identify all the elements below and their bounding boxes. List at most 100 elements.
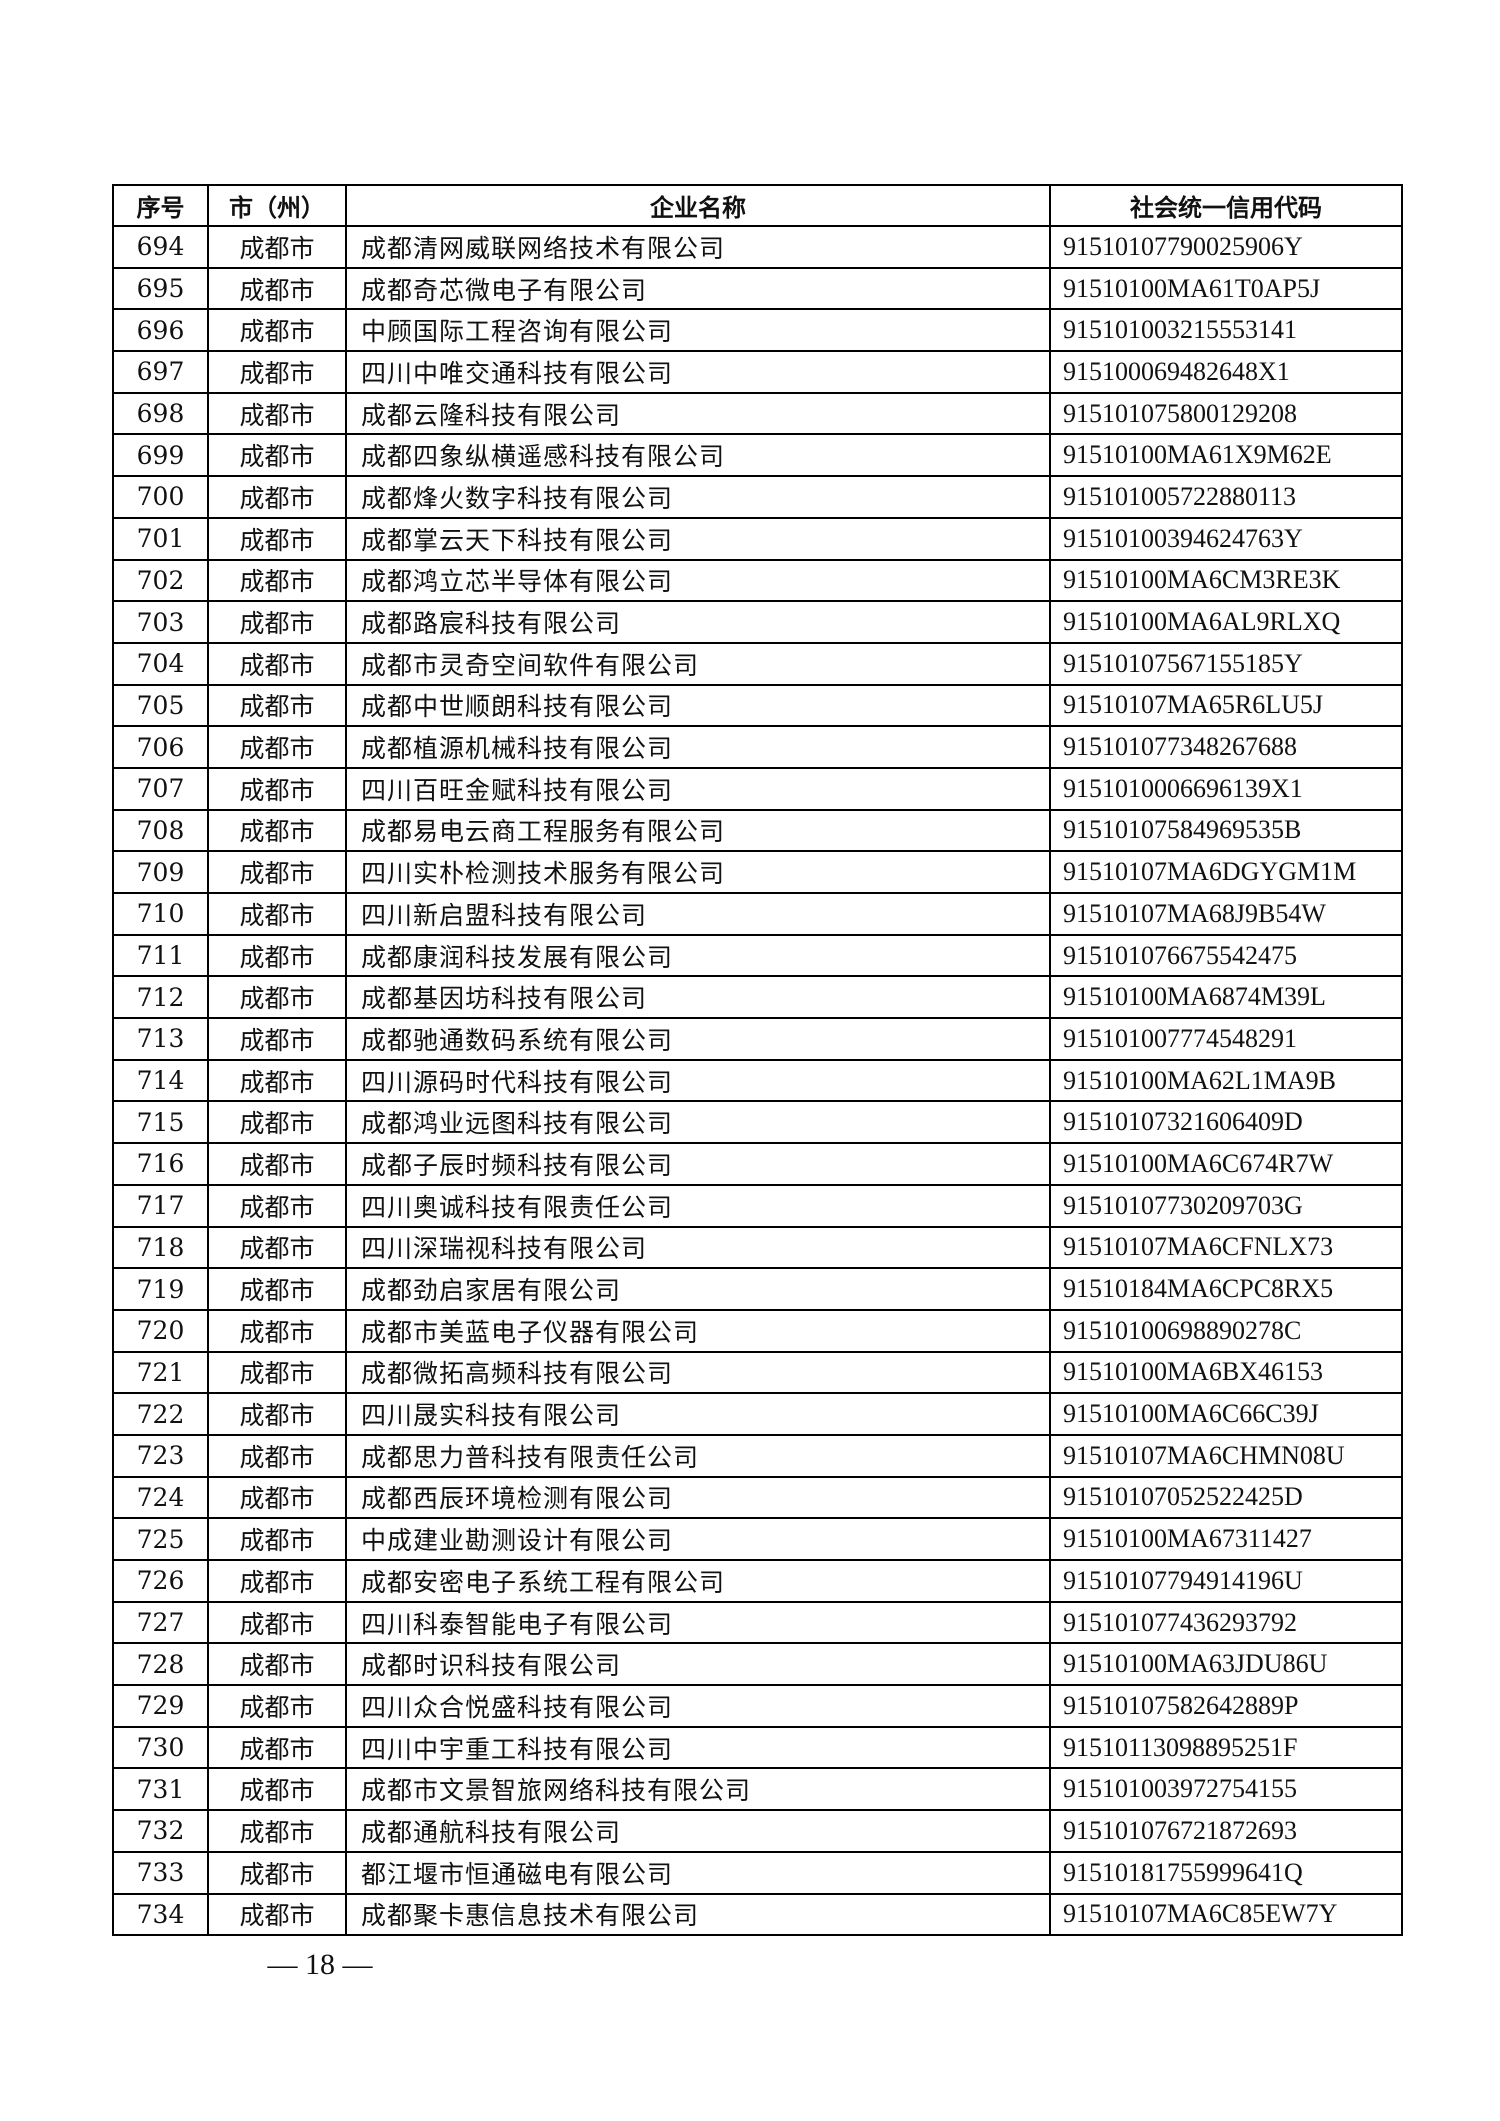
row-index: 699 <box>112 433 209 478</box>
row-credit-code: 91510107794914196U <box>1049 1559 1403 1603</box>
row-index: 704 <box>112 641 209 686</box>
table-header-row: 序号 市（州） 企业名称 社会统一信用代码 <box>112 184 1403 227</box>
row-credit-code: 91510107052522425D <box>1049 1475 1403 1520</box>
row-credit-code: 91510107MA6CHMN08U <box>1049 1433 1403 1478</box>
row-city: 成都市 <box>207 1100 347 1145</box>
row-company-name: 成都市文景智旅网络科技有限公司 <box>345 1767 1051 1812</box>
table-row: 714 成都市 四川源码时代科技有限公司 91510100MA62L1MA9B <box>112 1058 1403 1103</box>
row-city: 成都市 <box>207 350 347 394</box>
row-index: 730 <box>112 1725 209 1770</box>
row-company-name: 成都市美蓝电子仪器有限公司 <box>345 1308 1051 1353</box>
row-credit-code: 91510107584969535B <box>1049 808 1403 853</box>
row-city: 成都市 <box>207 808 347 853</box>
row-city: 成都市 <box>207 600 347 644</box>
row-city: 成都市 <box>207 1892 347 1937</box>
row-city: 成都市 <box>207 892 347 936</box>
row-company-name: 四川科泰智能电子有限公司 <box>345 1600 1051 1645</box>
row-city: 成都市 <box>207 1767 347 1812</box>
row-index: 708 <box>112 808 209 853</box>
row-city: 成都市 <box>207 516 347 561</box>
table-row: 704 成都市 成都市灵奇空间软件有限公司 91510107567155185Y <box>112 641 1403 686</box>
row-index: 720 <box>112 1308 209 1353</box>
row-index: 695 <box>112 266 209 311</box>
row-company-name: 成都中世顺朗科技有限公司 <box>345 683 1051 728</box>
row-city: 成都市 <box>207 1308 347 1353</box>
table-row: 725 成都市 中成建业勘测设计有限公司 91510100MA67311427 <box>112 1517 1403 1561</box>
row-city: 成都市 <box>207 641 347 686</box>
row-company-name: 成都子辰时频科技有限公司 <box>345 1142 1051 1186</box>
row-index: 710 <box>112 892 209 936</box>
row-city: 成都市 <box>207 433 347 478</box>
row-company-name: 四川新启盟科技有限公司 <box>345 892 1051 936</box>
table-row: 709 成都市 四川实朴检测技术服务有限公司 91510107MA6DGYGM1M <box>112 850 1403 894</box>
row-company-name: 成都市灵奇空间软件有限公司 <box>345 641 1051 686</box>
row-index: 714 <box>112 1058 209 1103</box>
table-row: 719 成都市 成都劲启家居有限公司 91510184MA6CPC8RX5 <box>112 1267 1403 1311</box>
row-company-name: 四川众合悦盛科技有限公司 <box>345 1684 1051 1728</box>
row-credit-code: 91510100MA6C674R7W <box>1049 1142 1403 1186</box>
row-city: 成都市 <box>207 975 347 1020</box>
table-row: 721 成都市 成都微拓高频科技有限公司 91510100MA6BX46153 <box>112 1350 1403 1395</box>
row-credit-code: 91510107MA6C85EW7Y <box>1049 1892 1403 1937</box>
row-credit-code: 9151010006696139X1 <box>1049 766 1403 811</box>
row-credit-code: 91510107567155185Y <box>1049 641 1403 686</box>
row-city: 成都市 <box>207 1600 347 1645</box>
table-row: 716 成都市 成都子辰时频科技有限公司 91510100MA6C674R7W <box>112 1142 1403 1186</box>
row-company-name: 四川中宇重工科技有限公司 <box>345 1725 1051 1770</box>
row-index: 734 <box>112 1892 209 1937</box>
row-city: 成都市 <box>207 1183 347 1228</box>
table-row: 727 成都市 四川科泰智能电子有限公司 915101077436293792 <box>112 1600 1403 1645</box>
row-credit-code: 91510181755999641Q <box>1049 1850 1403 1895</box>
row-company-name: 中顾国际工程咨询有限公司 <box>345 308 1051 353</box>
row-company-name: 成都易电云商工程服务有限公司 <box>345 808 1051 853</box>
row-index: 721 <box>112 1350 209 1395</box>
row-city: 成都市 <box>207 933 347 978</box>
row-credit-code: 91510100MA6AL9RLXQ <box>1049 600 1403 644</box>
row-index: 732 <box>112 1809 209 1853</box>
row-city: 成都市 <box>207 1392 347 1436</box>
row-index: 729 <box>112 1684 209 1728</box>
row-credit-code: 91510107MA6CFNLX73 <box>1049 1225 1403 1270</box>
row-company-name: 四川深瑞视科技有限公司 <box>345 1225 1051 1270</box>
row-city: 成都市 <box>207 683 347 728</box>
row-company-name: 成都四象纵横遥感科技有限公司 <box>345 433 1051 478</box>
table-row: 706 成都市 成都植源机械科技有限公司 915101077348267688 <box>112 725 1403 769</box>
row-credit-code: 915101075800129208 <box>1049 391 1403 436</box>
table-row: 700 成都市 成都烽火数字科技有限公司 915101005722880113 <box>112 475 1403 519</box>
row-credit-code: 91510100394624763Y <box>1049 516 1403 561</box>
row-credit-code: 91510100MA61X9M62E <box>1049 433 1403 478</box>
row-index: 727 <box>112 1600 209 1645</box>
row-credit-code: 91510100MA63JDU86U <box>1049 1642 1403 1687</box>
row-city: 成都市 <box>207 266 347 311</box>
row-index: 718 <box>112 1225 209 1270</box>
row-city: 成都市 <box>207 1142 347 1186</box>
row-company-name: 成都奇芯微电子有限公司 <box>345 266 1051 311</box>
row-credit-code: 915100069482648X1 <box>1049 350 1403 394</box>
enterprise-table: 序号 市（州） 企业名称 社会统一信用代码 694 成都市 成都清网威联网络技术有限… <box>112 184 1403 1937</box>
row-city: 成都市 <box>207 308 347 353</box>
table-row: 708 成都市 成都易电云商工程服务有限公司 91510107584969535B <box>112 808 1403 853</box>
table-row: 732 成都市 成都通航科技有限公司 915101076721872693 <box>112 1809 1403 1853</box>
row-credit-code: 915101007774548291 <box>1049 1017 1403 1061</box>
row-index: 722 <box>112 1392 209 1436</box>
row-credit-code: 91510100MA6BX46153 <box>1049 1350 1403 1395</box>
row-credit-code: 91510100MA6874M39L <box>1049 975 1403 1020</box>
row-index: 712 <box>112 975 209 1020</box>
row-index: 728 <box>112 1642 209 1687</box>
row-company-name: 成都基因坊科技有限公司 <box>345 975 1051 1020</box>
row-index: 731 <box>112 1767 209 1812</box>
table-row: 715 成都市 成都鸿业远图科技有限公司 91510107321606409D <box>112 1100 1403 1145</box>
table-row: 695 成都市 成都奇芯微电子有限公司 91510100MA61T0AP5J <box>112 266 1403 311</box>
row-index: 709 <box>112 850 209 894</box>
row-city: 成都市 <box>207 1017 347 1061</box>
table-row: 697 成都市 四川中唯交通科技有限公司 915100069482648X1 <box>112 350 1403 394</box>
table-row: 731 成都市 成都市文景智旅网络科技有限公司 915101003972754155 <box>112 1767 1403 1812</box>
row-city: 成都市 <box>207 1225 347 1270</box>
row-credit-code: 91510100MA61T0AP5J <box>1049 266 1403 311</box>
row-index: 723 <box>112 1433 209 1478</box>
table-row: 711 成都市 成都康润科技发展有限公司 915101076675542475 <box>112 933 1403 978</box>
row-credit-code: 91510100MA62L1MA9B <box>1049 1058 1403 1103</box>
row-company-name: 成都时识科技有限公司 <box>345 1642 1051 1687</box>
row-company-name: 成都康润科技发展有限公司 <box>345 933 1051 978</box>
row-credit-code: 91510107730209703G <box>1049 1183 1403 1228</box>
